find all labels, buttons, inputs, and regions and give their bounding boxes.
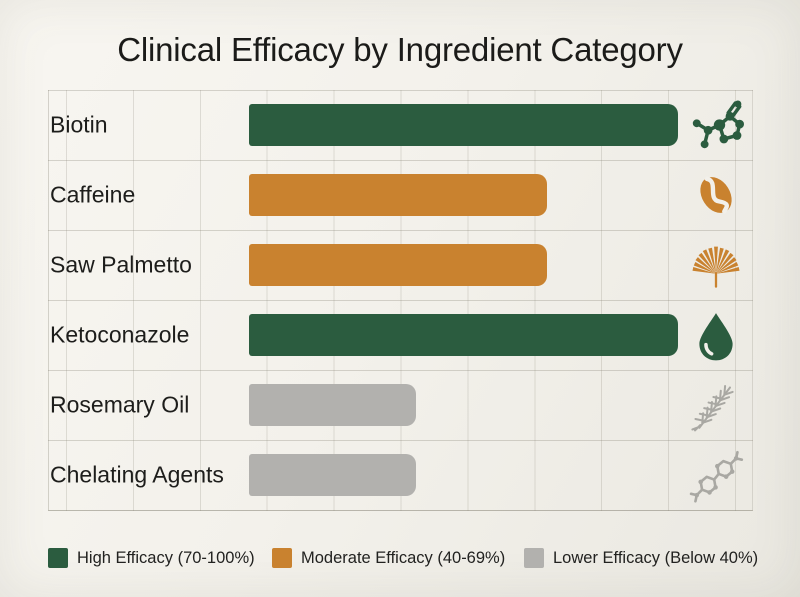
category-label: Caffeine <box>50 181 136 208</box>
chart-row: Biotin <box>49 90 752 160</box>
category-label: Chelating Agents <box>50 461 224 488</box>
palm-leaf-icon <box>688 237 744 293</box>
chart-row: Rosemary Oil <box>49 370 752 440</box>
efficacy-bar <box>249 104 679 146</box>
legend: High Efficacy (70-100%) Moderate Efficac… <box>48 545 788 571</box>
efficacy-bar <box>249 314 679 356</box>
legend-label: High Efficacy (70-100%) <box>77 548 255 567</box>
molecule-icon <box>688 97 744 153</box>
legend-item-lower: Lower Efficacy (Below 40%) <box>524 545 758 571</box>
high-efficacy-swatch <box>48 548 68 568</box>
moderate-efficacy-swatch <box>272 548 292 568</box>
legend-label: Lower Efficacy (Below 40%) <box>553 548 759 567</box>
efficacy-bar <box>249 244 547 286</box>
droplet-icon <box>688 307 744 363</box>
molecule-chain-icon <box>688 447 744 503</box>
efficacy-bar <box>249 174 547 216</box>
legend-item-moderate: Moderate Efficacy (40-69%) <box>272 545 505 571</box>
category-label: Rosemary Oil <box>50 391 190 418</box>
coffee-bean-icon <box>688 167 744 223</box>
legend-item-high: High Efficacy (70-100%) <box>48 545 255 571</box>
category-label: Saw Palmetto <box>50 251 192 278</box>
efficacy-bar <box>249 384 416 426</box>
legend-label: Moderate Efficacy (40-69%) <box>301 548 506 567</box>
chart-row: Caffeine <box>49 160 752 230</box>
page-title: Clinical Efficacy by Ingredient Category <box>117 31 683 68</box>
chart-row: Chelating Agents <box>49 440 752 510</box>
chart-row: Saw Palmetto <box>49 230 752 300</box>
category-label: Biotin <box>50 111 108 138</box>
bar-chart: Biotin <box>48 90 753 511</box>
category-label: Ketoconazole <box>50 321 190 348</box>
lower-efficacy-swatch <box>524 548 544 568</box>
chart-row: Ketoconazole <box>49 300 752 370</box>
efficacy-bar <box>249 454 416 496</box>
rosemary-sprig-icon <box>688 377 744 433</box>
